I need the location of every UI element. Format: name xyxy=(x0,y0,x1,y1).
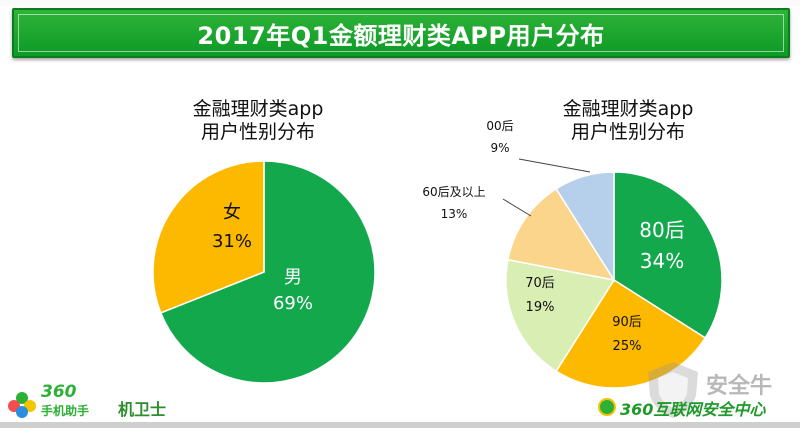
logo-number: 360 xyxy=(41,382,77,402)
logo-partner-text: 机卫士 xyxy=(118,400,167,419)
gender-pie-title-line1: 金融理财类app xyxy=(192,98,324,120)
bottom-bar xyxy=(0,422,800,428)
security-center-text: 360互联网安全中心 xyxy=(620,400,766,419)
gender-slice-1-value: 31% xyxy=(212,231,252,252)
age-slice-4-leader xyxy=(518,158,591,173)
age-slice-3 xyxy=(507,187,616,282)
banner-inner-border xyxy=(18,14,784,52)
security-center-icon xyxy=(598,398,616,416)
top-strip xyxy=(0,0,800,6)
age-slice-2-label: 70后 xyxy=(525,276,555,291)
age-slice-4-value: 9% xyxy=(490,141,509,155)
gender-slice-0-value: 69% xyxy=(273,293,313,314)
page-title: 2017年Q1金额理财类APP用户分布 xyxy=(197,21,605,50)
age-slice-0-value: 34% xyxy=(640,249,684,273)
age-slice-3-label: 60后及以上 xyxy=(422,185,485,199)
assistant-logo-icon xyxy=(8,392,36,418)
watermark-text: 安全牛 xyxy=(706,374,773,399)
age-slice-1-label: 90后 xyxy=(612,315,642,330)
age-slice-0-label: 80后 xyxy=(639,218,684,242)
title-banner: 2017年Q1金额理财类APP用户分布 xyxy=(12,8,790,58)
age-slice-1-value: 25% xyxy=(613,339,642,354)
gender-pie-title-line2: 用户性别分布 xyxy=(200,121,315,143)
age-slice-2-value: 19% xyxy=(526,300,555,315)
age-pie-title: 金融理财类app 用户性别分布 xyxy=(548,98,708,144)
gender-slice-0 xyxy=(159,160,376,384)
age-slice-4 xyxy=(555,171,615,283)
age-slice-2 xyxy=(505,258,616,373)
age-slice-3-value: 13% xyxy=(441,207,468,221)
age-slice-3-leader xyxy=(502,198,532,217)
age-slice-1 xyxy=(555,278,707,389)
age-pie-title-line1: 金融理财类app xyxy=(562,98,694,120)
gender-pie-title: 金融理财类app 用户性别分布 xyxy=(178,98,338,144)
age-slice-4-label: 00后 xyxy=(486,119,513,133)
gender-slice-1-label: 女 xyxy=(223,202,241,223)
watermark-shield-icon xyxy=(644,360,702,420)
age-pie-title-line2: 用户性别分布 xyxy=(570,121,685,143)
logo-subtitle: 手机助手 xyxy=(41,404,90,418)
gender-slice-1 xyxy=(152,160,265,314)
logo-360-assistant: 360 手机助手 机卫士 xyxy=(6,382,176,422)
gender-slice-0-label: 男 xyxy=(284,267,302,288)
